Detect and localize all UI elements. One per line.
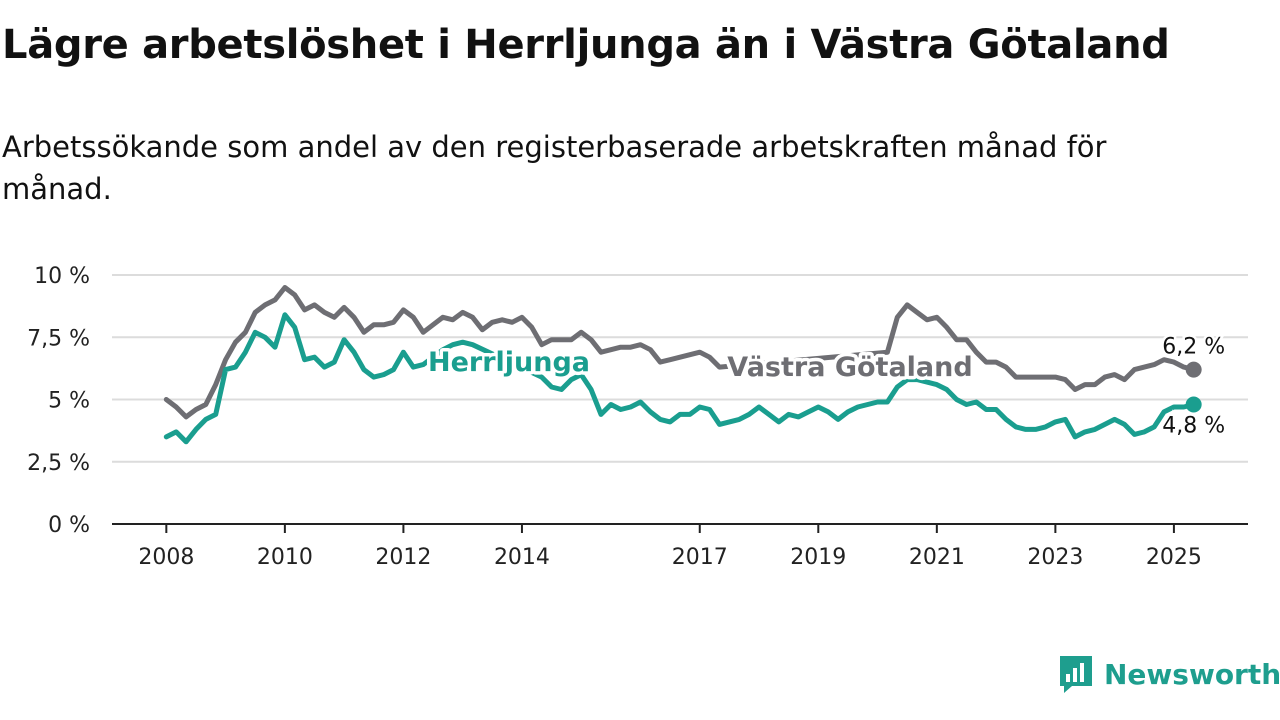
y-tick-label: 7,5 % [27,326,90,351]
series-labels: Västra Götaland Herrljunga 6,2 % 4,8 % [424,332,1227,441]
y-axis-ticks: 0 % 2,5 % 5 % 7,5 % 10 % [27,264,90,538]
x-tick-label: 2010 [257,545,313,570]
y-tick-label: 5 % [48,389,90,414]
newsworthy-logo-icon [1060,656,1092,693]
end-point-herrljunga [1185,396,1202,413]
x-tick-label: 2008 [138,545,194,570]
chart-subtitle: Arbetssökande som andel av den registerb… [2,130,1107,206]
brand-logo: Newsworthy [1058,654,1280,694]
x-tick-label: 2023 [1027,545,1083,570]
chart-title: Lägre arbetslöshet i Herrljunga än i Väs… [2,22,1170,68]
end-label-herrljunga: 4,8 % [1162,413,1225,438]
end-point-vastra-gotaland [1185,361,1202,378]
series-label-vastra-gotaland: Västra Götaland [727,352,972,383]
x-axis: 2008 2010 2012 2014 2017 2019 2021 2023 2025 [112,523,1248,570]
brand-name: Newsworthy [1104,657,1280,691]
x-tick-label: 2021 [909,545,965,570]
y-tick-label: 10 % [34,264,90,289]
series-label-herrljunga: Herrljunga [428,347,590,378]
line-chart: 0 % 2,5 % 5 % 7,5 % 10 % 2008 2010 2012 2014 201… [27,264,1248,570]
series-lines [163,285,1197,445]
series-line-vastra-gotaland [163,285,1197,420]
y-tick-label: 0 % [48,513,90,538]
x-tick-label: 2017 [672,545,728,570]
x-tick-label: 2014 [494,545,550,570]
x-tick-label: 2012 [375,545,431,570]
x-tick-label: 2019 [790,545,846,570]
gridlines [112,274,1248,463]
y-tick-label: 2,5 % [27,451,90,476]
series-line-herrljunga [163,312,1197,445]
x-tick-label: 2025 [1146,545,1202,570]
end-label-vastra-gotaland: 6,2 % [1162,335,1225,360]
